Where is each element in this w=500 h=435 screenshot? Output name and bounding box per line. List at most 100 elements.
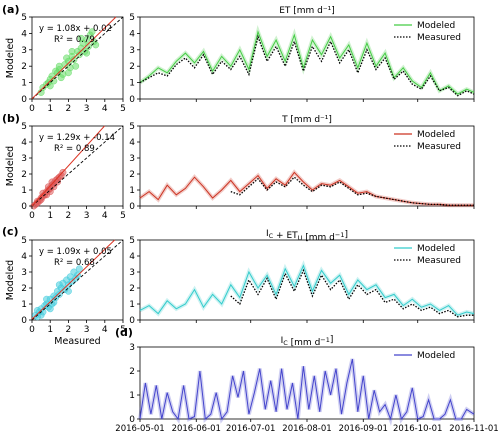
panel-title-part: + ET	[273, 231, 298, 241]
y-axis-label: Modeled	[5, 38, 16, 78]
panel-title-part: [mm d	[302, 233, 334, 243]
y-tick-label: 2	[129, 62, 135, 72]
y-tick-label: 4	[21, 252, 27, 262]
legend-label: Modeled	[417, 244, 455, 254]
x-tick-label: 2016-07-01	[226, 424, 275, 434]
panel-title-part: C	[283, 339, 288, 347]
fit-line	[31, 239, 115, 320]
scatter-point	[88, 28, 96, 36]
scatter-point	[64, 287, 72, 295]
fit-line	[31, 125, 105, 207]
scatter-point	[55, 62, 63, 70]
panel-title-part: −1	[335, 231, 345, 239]
fit-equation: y = 1.08x + 0.02	[39, 24, 112, 34]
y-tick-label: 3	[129, 268, 135, 278]
panel-label-a: (a)	[2, 3, 19, 16]
x-tick-label: 0	[29, 104, 35, 114]
scatter-panel-ic-etu: 0 1 2 3 4 5 0 1 2 3 4 5 Modeled Measured y = 1.09x + 0…	[5, 236, 126, 347]
series-line-measured	[230, 176, 474, 206]
scatter-point	[64, 69, 72, 77]
y-tick-label: 0	[21, 316, 27, 326]
fit-equation: y = 1.09x + 0.05	[39, 247, 112, 257]
series-line-measured	[230, 268, 474, 318]
timeseries-frame	[139, 125, 475, 207]
series-line-modeled	[139, 264, 475, 316]
legend-label: Modeled	[417, 21, 455, 31]
x-tick-label: 2	[66, 325, 72, 335]
scatter-point	[52, 67, 60, 75]
r-squared: R² = 0.68	[54, 258, 95, 268]
y-tick-label: 2	[21, 62, 27, 72]
y-tick-label: 1	[129, 300, 135, 310]
x-tick-label: 3	[84, 104, 90, 114]
panel-title-part: ]	[344, 230, 348, 240]
scatter-point	[48, 178, 56, 186]
y-tick-label: 0	[129, 415, 135, 425]
timeseries-panel-t: 0 1 2 3 4 5 T [mm d⁻¹] Modeled Measured	[129, 115, 475, 212]
scatter-point	[75, 265, 83, 273]
series-line-measured	[139, 34, 475, 97]
panel-label-d: (d)	[115, 326, 133, 339]
y-tick-label: 5	[21, 236, 27, 246]
timeseries-panel-et: 0 1 2 3 4 5 ET [mm d⁻¹] Modeled Measured	[129, 6, 475, 105]
scatter-point	[55, 290, 63, 298]
y-tick-label: 3	[21, 46, 27, 56]
x-tick-label: 1	[47, 104, 53, 114]
x-tick-label: 3	[84, 325, 90, 335]
x-tick-label: 2	[66, 211, 72, 221]
scatter-point	[43, 191, 51, 199]
r-squared: R² = 0.89	[54, 144, 95, 154]
x-tick-label: 3	[84, 211, 90, 221]
legend-label: Modeled	[417, 351, 455, 361]
y-tick-label: 5	[129, 13, 135, 23]
y-tick-label: 0	[129, 202, 135, 212]
timeseries-panel-ic: 0 1 2 3 2016-05-01 2016-06-01 2016-07-01 2016-0…	[115, 335, 498, 434]
y-tick-label: 1	[21, 186, 27, 196]
panel-title: IC + ETU [mm d−1]	[266, 229, 348, 243]
y-tick-label: 2	[21, 170, 27, 180]
x-tick-label: 5	[120, 104, 126, 114]
x-tick-label: 2016-11-01	[449, 424, 498, 434]
one-to-one-line	[31, 125, 124, 207]
x-tick-label: 2016-08-01	[282, 424, 331, 434]
y-tick-label: 4	[21, 138, 27, 148]
y-tick-label: 4	[129, 29, 135, 39]
timeseries-frame	[139, 239, 475, 321]
y-tick-label: 4	[21, 29, 27, 39]
panel-title: IC [mm d−1]	[281, 335, 334, 348]
x-tick-label: 2016-06-01	[172, 424, 221, 434]
y-tick-label: 5	[129, 122, 135, 132]
scatter-point	[55, 281, 63, 289]
panel-title-part: I	[266, 229, 269, 239]
y-tick-label: 5	[21, 122, 27, 132]
x-tick-label: 2016-10-01	[393, 424, 442, 434]
legend-label: Measured	[417, 33, 461, 43]
y-tick-label: 3	[21, 268, 27, 278]
x-tick-label: 4	[102, 104, 108, 114]
one-to-one-line	[31, 239, 124, 321]
x-tick-label: 4	[102, 211, 108, 221]
panel-title-part: [mm d	[288, 338, 320, 348]
y-tick-label: 0	[129, 95, 135, 105]
one-to-one-line	[31, 16, 124, 100]
y-tick-label: 3	[129, 154, 135, 164]
y-tick-label: 3	[21, 154, 27, 164]
legend-label: Measured	[417, 142, 461, 152]
scatter-point	[77, 34, 85, 42]
panel-title: ET [mm d⁻¹]	[279, 6, 335, 16]
panel-title-part: I	[281, 336, 284, 346]
y-tick-label: 2	[129, 367, 135, 377]
x-axis-label: Measured	[54, 336, 100, 347]
scatter-point	[72, 62, 80, 70]
scatter-point	[63, 54, 71, 62]
legend-label: Measured	[417, 256, 461, 266]
x-tick-label: 4	[102, 325, 108, 335]
scatter-point	[37, 196, 45, 204]
y-axis-label: Modeled	[5, 146, 16, 186]
x-tick-label: 5	[120, 325, 126, 335]
x-tick-label: 2016-05-01	[115, 424, 164, 434]
y-tick-label: 4	[129, 252, 135, 262]
scatter-point	[75, 51, 83, 59]
